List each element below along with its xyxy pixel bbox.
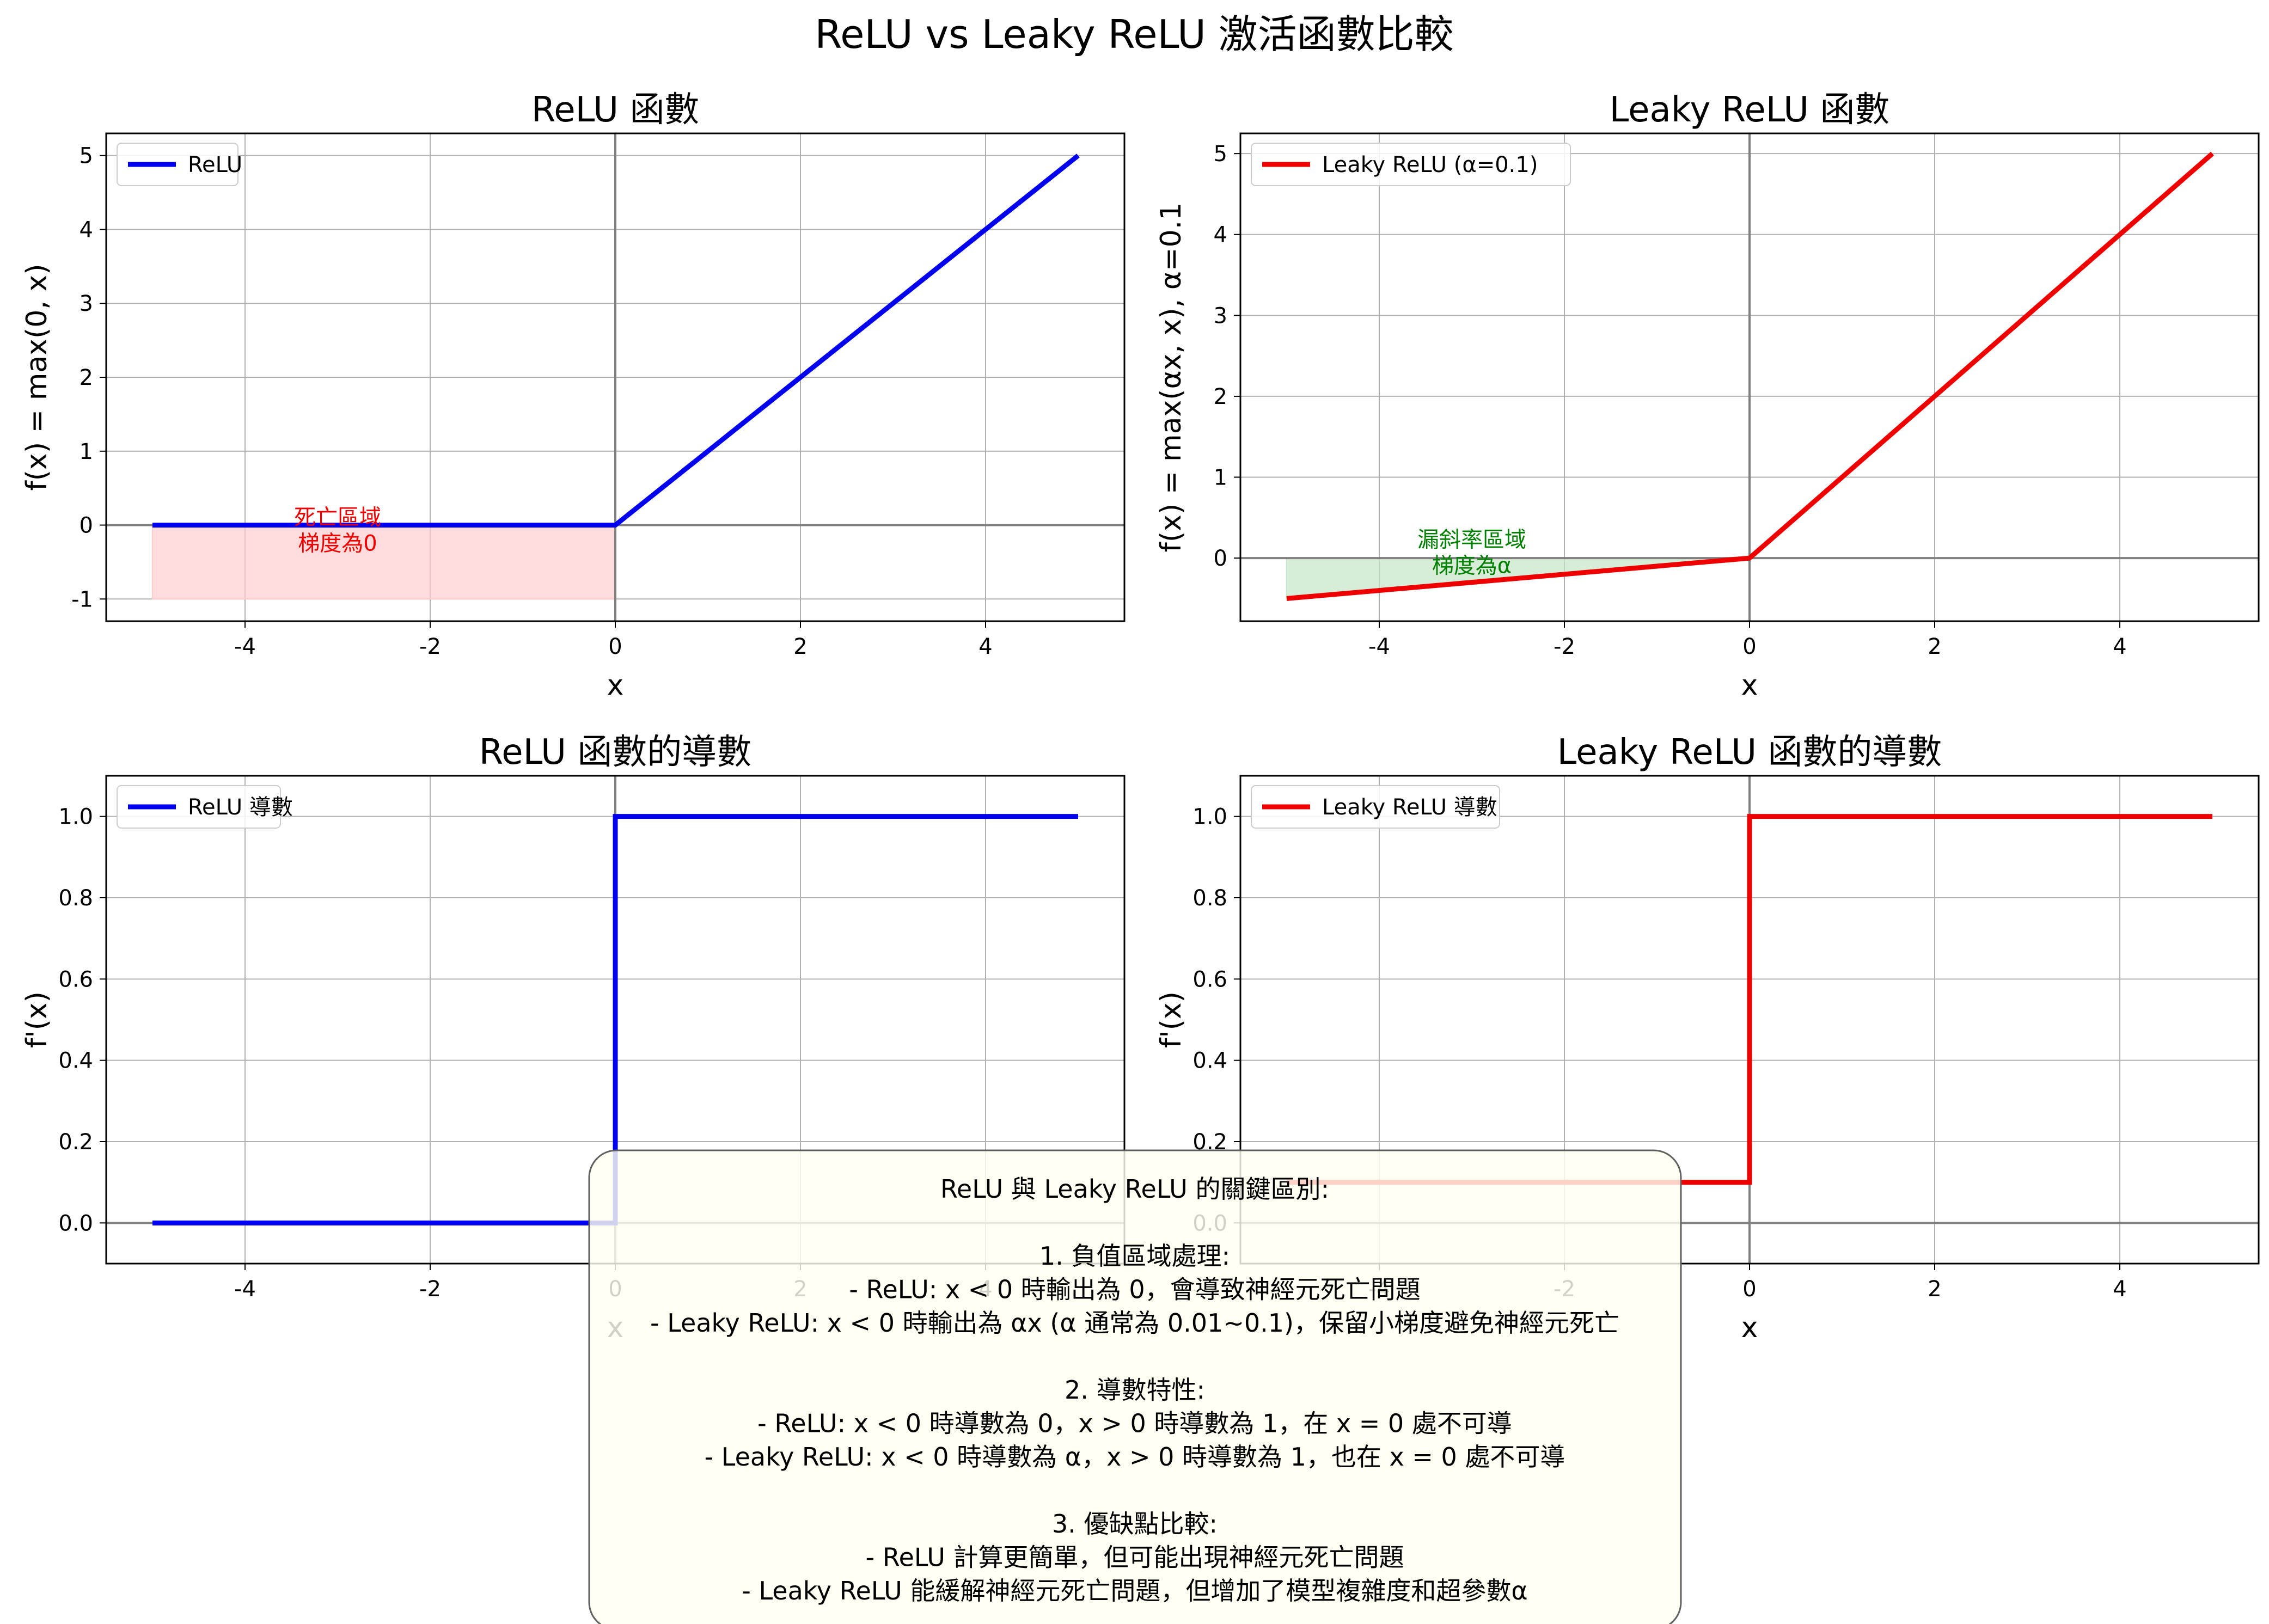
notes-background [588, 1149, 1682, 1624]
series-line-0 [152, 814, 1078, 1225]
x-axis-label: x [607, 669, 624, 702]
y-tick-label: 3 [1214, 303, 1227, 328]
legend-label: ReLU [188, 152, 242, 177]
y-tick-label: 5 [79, 144, 93, 169]
annotation-text: 死亡區域 [294, 505, 381, 530]
y-axis-label: f(x) = max(0, x) [21, 263, 53, 491]
y-tick-label: 0.6 [1192, 967, 1227, 992]
x-tick-label: -4 [234, 634, 256, 659]
legend-label: Leaky ReLU 導數 [1322, 795, 1497, 820]
y-tick-label: 0.8 [1192, 886, 1227, 911]
legend-label: Leaky ReLU (α=0.1) [1322, 152, 1538, 177]
x-tick-label: 2 [793, 634, 807, 659]
x-tick-label: 4 [978, 634, 992, 659]
figure-title: ReLU vs Leaky ReLU 激活函數比較 [815, 11, 1453, 57]
y-tick-label: 4 [79, 217, 93, 242]
series-line-0 [152, 154, 1080, 528]
x-tick-label: -2 [419, 634, 441, 659]
y-tick-label: 0.2 [58, 1130, 93, 1155]
notes-line: - Leaky ReLU 能緩解神經元死亡問題，但增加了模型複雜度和超參數α [742, 1576, 1528, 1605]
series-line-0 [1286, 151, 2214, 601]
notes-line: - ReLU 計算更簡單，但可能出現神經元死亡問題 [865, 1543, 1404, 1572]
x-tick-label: -2 [419, 1277, 441, 1302]
legend: ReLU [117, 143, 242, 186]
notes-line: 3. 優缺點比較: [1052, 1509, 1218, 1539]
panel-title: Leaky ReLU 函數 [1610, 90, 1890, 130]
legend: Leaky ReLU 導數 [1251, 785, 1500, 829]
y-axis-label: f'(x) [21, 991, 53, 1048]
y-tick-label: 2 [1214, 384, 1227, 409]
legend-box [117, 785, 281, 829]
y-tick-label: 0 [79, 513, 93, 538]
x-tick-label: 4 [2113, 1277, 2126, 1302]
y-tick-label: 4 [1214, 223, 1227, 248]
notes-line: - Leaky ReLU: x < 0 時導數為 α，x > 0 時導數為 1，… [705, 1442, 1565, 1472]
y-tick-label: 0 [1214, 546, 1227, 571]
shaded-region [152, 524, 616, 600]
y-tick-label: 1 [79, 439, 93, 464]
x-tick-label: 0 [608, 634, 622, 659]
x-tick-label: -2 [1554, 634, 1575, 659]
panel-title: ReLU 函數 [531, 90, 700, 130]
y-tick-label: 0.4 [1192, 1049, 1227, 1074]
notes-line: ReLU 與 Leaky ReLU 的關鍵區別: [940, 1174, 1329, 1204]
annotation-text: 漏斜率區域 [1417, 528, 1526, 553]
legend: ReLU 導數 [117, 785, 293, 829]
notes-line: - ReLU: x < 0 時輸出為 0，會導致神經元死亡問題 [849, 1275, 1420, 1304]
notes-line: - ReLU: x < 0 時導數為 0，x > 0 時導數為 1，在 x = … [757, 1409, 1512, 1438]
notes-line: 1. 負值區域處理: [1039, 1241, 1230, 1271]
panel-title: ReLU 函數的導數 [479, 732, 752, 773]
y-tick-label: 0.0 [58, 1211, 93, 1236]
y-tick-label: -1 [71, 587, 93, 612]
notes-box: ReLU 與 Leaky ReLU 的關鍵區別: 1. 負值區域處理: - ReLU… [588, 1149, 1682, 1624]
y-tick-label: 0.6 [58, 967, 93, 992]
y-tick-label: 1 [1214, 465, 1227, 491]
y-tick-label: 1.0 [58, 805, 93, 830]
x-tick-label: 2 [1928, 634, 1941, 659]
y-tick-label: 2 [79, 365, 93, 390]
x-tick-label: 0 [1742, 634, 1756, 659]
legend-box [1251, 785, 1500, 829]
y-tick-label: 0.4 [58, 1049, 93, 1074]
notes-line: - Leaky ReLU: x < 0 時輸出為 αx (α 通常為 0.01~… [650, 1308, 1619, 1338]
x-tick-label: 4 [2113, 634, 2126, 659]
annotation-text: 梯度為0 [298, 531, 377, 556]
x-tick-label: -4 [1368, 634, 1390, 659]
x-axis-label: x [1741, 669, 1758, 702]
x-axis-label: x [1741, 1312, 1758, 1344]
y-tick-label: 1.0 [1192, 805, 1227, 830]
x-tick-label: -4 [234, 1277, 256, 1302]
legend: Leaky ReLU (α=0.1) [1251, 143, 1571, 186]
legend-label: ReLU 導數 [188, 795, 293, 820]
legend-box [117, 143, 238, 186]
y-tick-label: 0.8 [58, 886, 93, 911]
panel-title: Leaky ReLU 函數的導數 [1557, 732, 1942, 773]
y-axis-label: f'(x) [1155, 991, 1188, 1048]
y-axis-label: f(x) = max(αx, x), α=0.1 [1155, 203, 1188, 553]
annotation-text: 梯度為α [1432, 554, 1512, 579]
x-tick-label: 2 [1928, 1277, 1941, 1302]
legend-box [1251, 143, 1571, 186]
y-tick-label: 3 [79, 291, 93, 316]
y-tick-label: 5 [1214, 142, 1227, 167]
notes-line: 2. 導數特性: [1065, 1375, 1205, 1405]
x-tick-label: 0 [1742, 1277, 1756, 1302]
